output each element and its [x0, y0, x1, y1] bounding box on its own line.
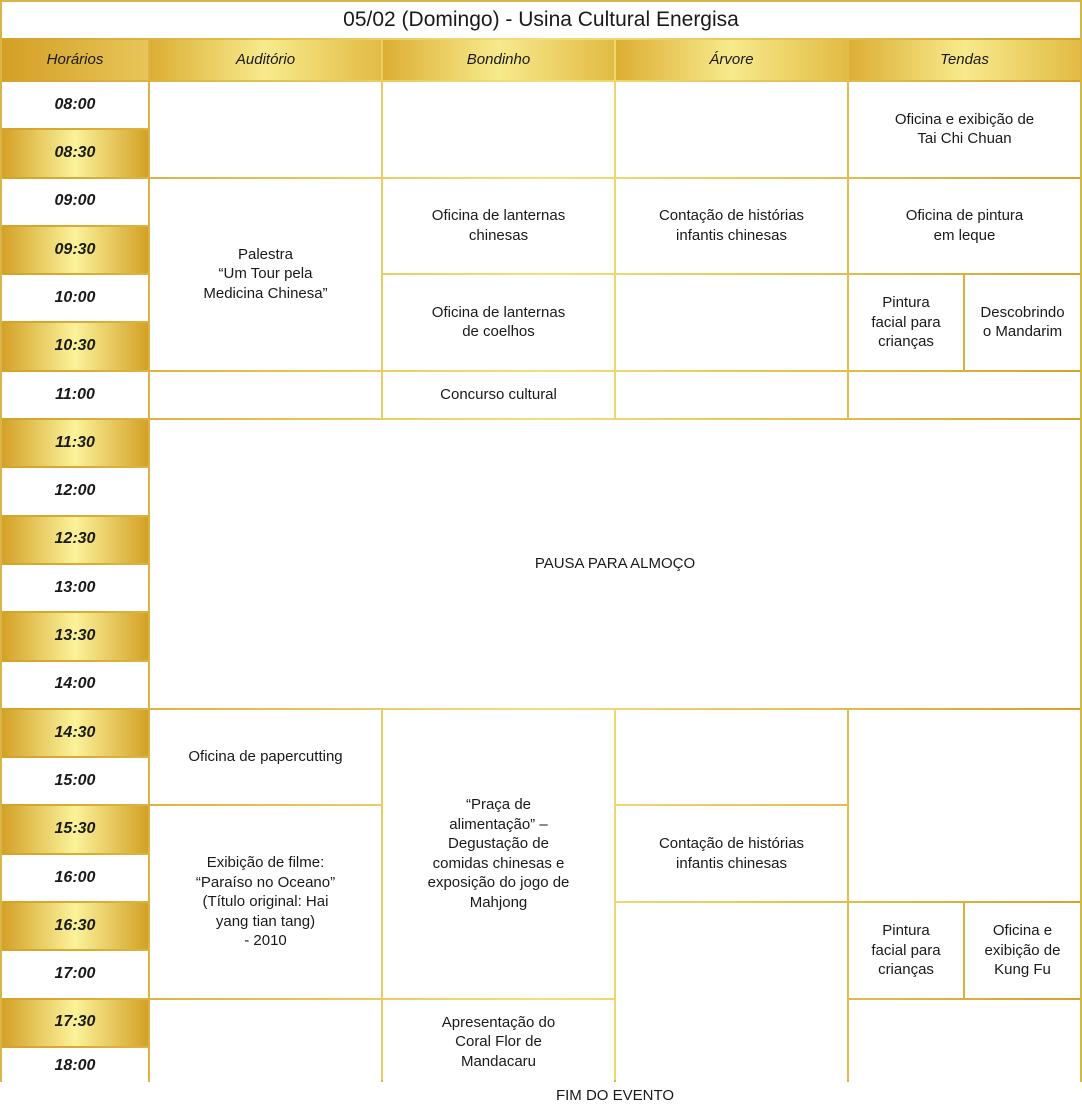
event-lanternas-coelhos: Oficina de lanternas de coelhos: [383, 275, 614, 370]
event-pintura-facial-tarde: Pintura facial para crianças: [849, 903, 963, 998]
event-praca: “Praça de alimentação” – Degustação de c…: [383, 709, 614, 998]
header-tendas: Tendas: [849, 40, 1080, 80]
event-pintura-facial-manha: Pintura facial para crianças: [849, 275, 963, 370]
empty-slot: [616, 82, 847, 177]
time-slot: 15:00: [2, 758, 148, 805]
time-slot: 08:00: [2, 82, 148, 129]
time-slot: 11:30: [2, 420, 148, 467]
page-title: 05/02 (Domingo) - Usina Cultural Energis…: [2, 2, 1080, 38]
time-slot: 12:30: [2, 516, 148, 563]
empty-slot: [616, 371, 847, 419]
empty-slot: [849, 371, 1080, 419]
time-slot: 16:00: [2, 854, 148, 902]
event-leque: Oficina de pintura em leque: [849, 178, 1080, 274]
event-mandarim: Descobrindo o Mandarim: [965, 275, 1080, 370]
time-slot: 10:30: [2, 323, 148, 370]
time-slot: 09:30: [2, 226, 148, 274]
empty-slot: [616, 275, 847, 370]
event-fim: FIM DO EVENTO: [150, 1085, 1080, 1105]
event-contacao-manha: Contação de histórias infantis chinesas: [616, 178, 847, 274]
event-coral: Apresentação do Coral Flor de Mandacaru: [383, 999, 614, 1084]
empty-slot: [150, 371, 381, 419]
event-palestra: Palestra “Um Tour pela Medicina Chinesa”: [150, 178, 381, 370]
event-pausa-almoco: PAUSA PARA ALMOÇO: [150, 420, 1080, 708]
empty-slot: [383, 82, 614, 177]
event-kung-fu: Oficina e exibição de Kung Fu: [965, 903, 1080, 998]
time-slot: 13:30: [2, 613, 148, 660]
header-bondinho: Bondinho: [383, 40, 614, 80]
time-slot: 11:00: [2, 371, 148, 419]
empty-slot: [150, 82, 381, 177]
event-contacao-tarde: Contação de histórias infantis chinesas: [616, 806, 847, 902]
event-papercutting: Oficina de papercutting: [150, 709, 381, 805]
time-slot: 10:00: [2, 275, 148, 322]
time-slot: 16:30: [2, 903, 148, 950]
time-slot: 14:30: [2, 709, 148, 757]
time-slot: 18:00: [2, 1047, 148, 1084]
event-lanternas-chinesas: Oficina de lanternas chinesas: [383, 178, 614, 274]
time-slot: 09:00: [2, 178, 148, 225]
header-horarios: Horários: [2, 40, 148, 80]
time-slot: 17:30: [2, 999, 148, 1046]
empty-slot: [616, 709, 847, 805]
event-filme: Exibição de filme: “Paraíso no Oceano” (…: [150, 806, 381, 998]
empty-slot: [616, 903, 847, 1084]
header-arvore: Árvore: [616, 40, 847, 80]
event-concurso: Concurso cultural: [383, 371, 614, 419]
time-slot: 13:00: [2, 564, 148, 612]
header-auditorio: Auditório: [150, 40, 381, 80]
time-slot: 08:30: [2, 130, 148, 177]
empty-slot: [849, 999, 1080, 1084]
event-tai-chi: Oficina e exibição de Tai Chi Chuan: [849, 82, 1080, 177]
time-slot: 12:00: [2, 468, 148, 515]
time-slot: 15:30: [2, 806, 148, 853]
empty-slot: [849, 709, 1080, 902]
time-slot: 14:00: [2, 661, 148, 708]
empty-slot: [150, 999, 381, 1084]
time-slot: 17:00: [2, 951, 148, 998]
